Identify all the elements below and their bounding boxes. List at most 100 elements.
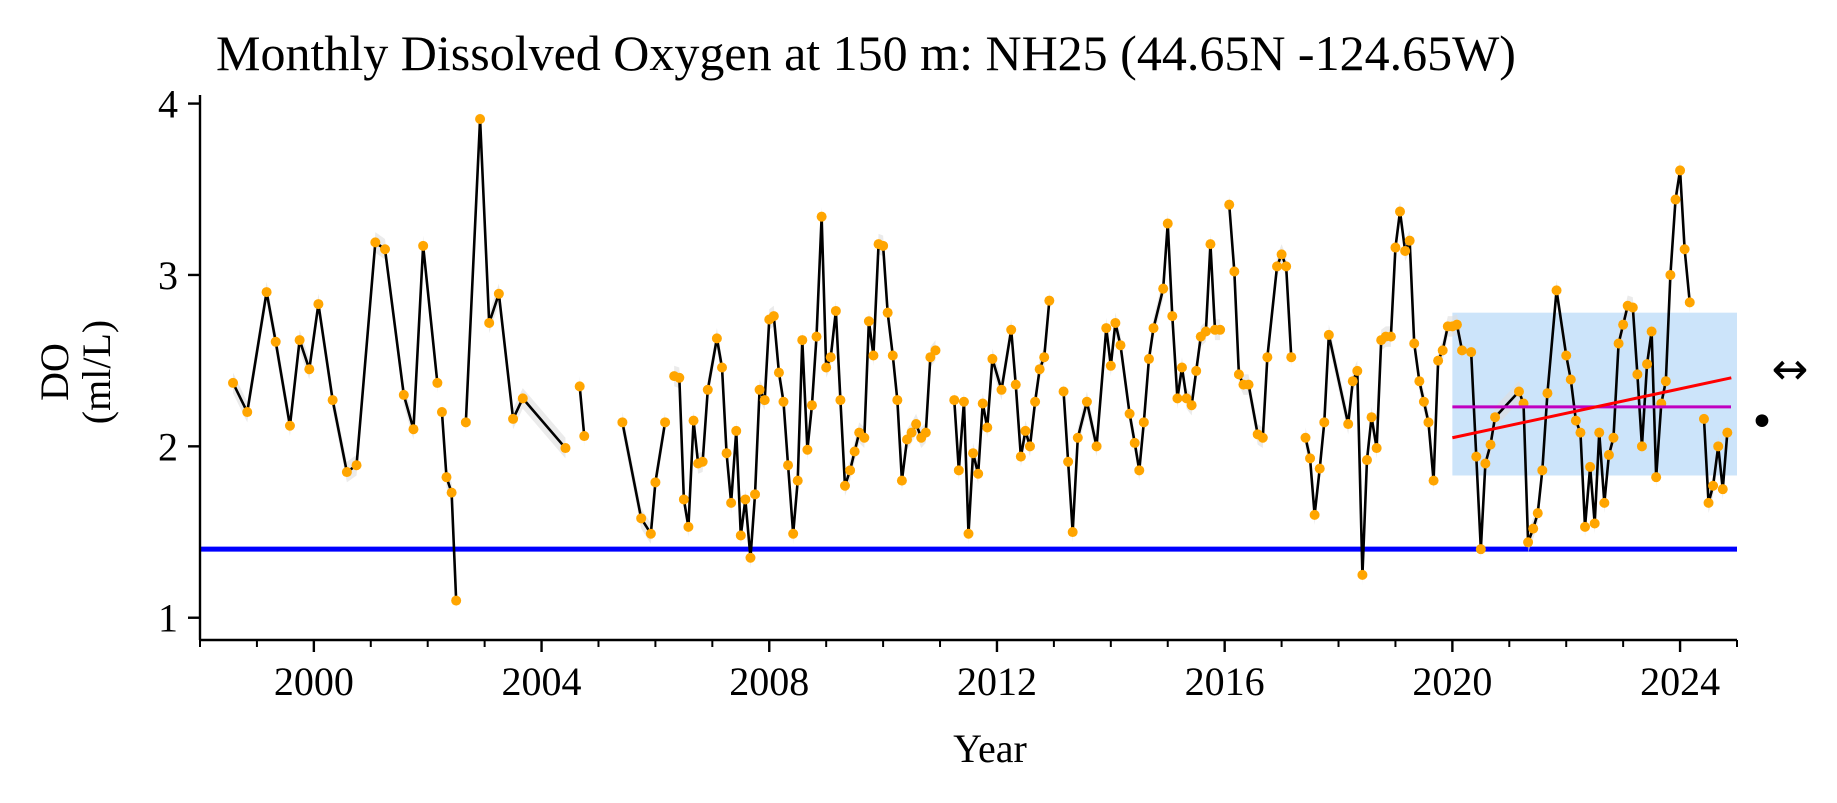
data-point xyxy=(1537,465,1548,476)
data-point xyxy=(436,407,447,418)
data-point xyxy=(1224,199,1235,210)
data-point xyxy=(432,377,443,388)
uncertainty-band-6 xyxy=(954,290,1050,545)
data-point xyxy=(768,311,779,322)
data-point xyxy=(911,419,922,430)
data-point xyxy=(1475,544,1486,555)
data-point xyxy=(688,415,699,426)
data-point xyxy=(1717,484,1728,495)
data-point xyxy=(1585,461,1596,472)
data-point xyxy=(460,417,471,428)
data-point xyxy=(1039,352,1050,363)
data-point xyxy=(830,305,841,316)
data-point xyxy=(906,427,917,438)
y-tick-label-4: 4 xyxy=(158,82,178,127)
data-point xyxy=(341,467,352,478)
x-tick-label-2012: 2012 xyxy=(957,659,1037,704)
data-point xyxy=(1063,456,1074,467)
data-point xyxy=(1684,297,1695,308)
data-point xyxy=(711,333,722,344)
data-point xyxy=(1309,509,1320,520)
data-point xyxy=(1580,521,1591,532)
data-point xyxy=(1172,393,1183,404)
data-point xyxy=(475,113,486,124)
data-point xyxy=(270,336,281,347)
uncertainty-band-8 xyxy=(1229,194,1292,449)
data-point xyxy=(1124,408,1135,419)
data-point xyxy=(1162,218,1173,229)
data-point xyxy=(579,431,590,442)
data-point xyxy=(1599,497,1610,508)
data-point xyxy=(228,377,239,388)
data-point xyxy=(517,393,528,404)
data-point xyxy=(304,364,315,375)
data-point xyxy=(1215,324,1226,335)
data-point xyxy=(398,389,409,400)
data-point xyxy=(745,552,756,563)
data-point xyxy=(1513,386,1524,397)
data-point xyxy=(674,372,685,383)
data-point xyxy=(1366,412,1377,423)
marker-layer xyxy=(228,113,1733,606)
y-axis-label-line2: (ml/L) xyxy=(74,320,119,424)
data-point xyxy=(1191,365,1202,376)
data-point xyxy=(1722,427,1733,438)
data-point xyxy=(261,287,272,298)
data-point xyxy=(1466,347,1477,358)
series-line-8 xyxy=(1227,204,1293,440)
stats-layer xyxy=(1452,376,1732,440)
data-point xyxy=(973,468,984,479)
data-point xyxy=(1561,350,1572,361)
data-point xyxy=(1058,386,1069,397)
data-point xyxy=(949,395,960,406)
data-point xyxy=(882,307,893,318)
x-tick-label-2020: 2020 xyxy=(1412,659,1492,704)
data-point xyxy=(380,244,391,255)
data-point xyxy=(370,237,381,248)
data-point xyxy=(1276,249,1287,260)
data-point xyxy=(678,494,689,505)
double-arrow-icon: ↔ xyxy=(1772,344,1809,395)
data-point xyxy=(845,465,856,476)
data-point xyxy=(1010,379,1021,390)
data-point xyxy=(1428,475,1439,486)
data-point xyxy=(1698,413,1709,424)
data-point xyxy=(1570,415,1581,426)
x-tick-label-2016: 2016 xyxy=(1185,659,1265,704)
data-point xyxy=(1660,376,1671,387)
series-line-5 xyxy=(673,215,937,560)
data-point xyxy=(1418,396,1429,407)
data-point xyxy=(1115,340,1126,351)
data-point xyxy=(811,331,822,342)
data-point xyxy=(996,384,1007,395)
data-point xyxy=(825,352,836,363)
data-point xyxy=(1490,412,1501,423)
uncertainty-band-0 xyxy=(233,232,438,483)
uncertainty-band-9 xyxy=(1305,201,1463,586)
data-point xyxy=(1024,441,1035,452)
data-point xyxy=(721,448,732,459)
data-point xyxy=(1148,323,1159,334)
data-point xyxy=(493,288,504,299)
series-line-1 xyxy=(440,411,458,601)
data-point xyxy=(1651,472,1662,483)
data-point xyxy=(560,443,571,454)
data-point xyxy=(802,444,813,455)
data-point xyxy=(925,352,936,363)
data-point xyxy=(1636,441,1647,452)
data-point xyxy=(1030,396,1041,407)
recent-trend-line xyxy=(1452,376,1732,440)
data-point xyxy=(740,494,751,505)
data-point xyxy=(1091,441,1102,452)
data-point xyxy=(408,424,419,435)
data-point xyxy=(896,475,907,486)
x-tick-label-2008: 2008 xyxy=(729,659,809,704)
data-point xyxy=(977,398,988,409)
data-point xyxy=(1471,451,1482,462)
data-point xyxy=(1703,497,1714,508)
data-point xyxy=(1229,266,1240,277)
data-point xyxy=(1257,432,1268,443)
y-tick-label-3: 3 xyxy=(158,253,178,298)
series-line-2 xyxy=(464,117,567,449)
data-point xyxy=(816,211,827,222)
